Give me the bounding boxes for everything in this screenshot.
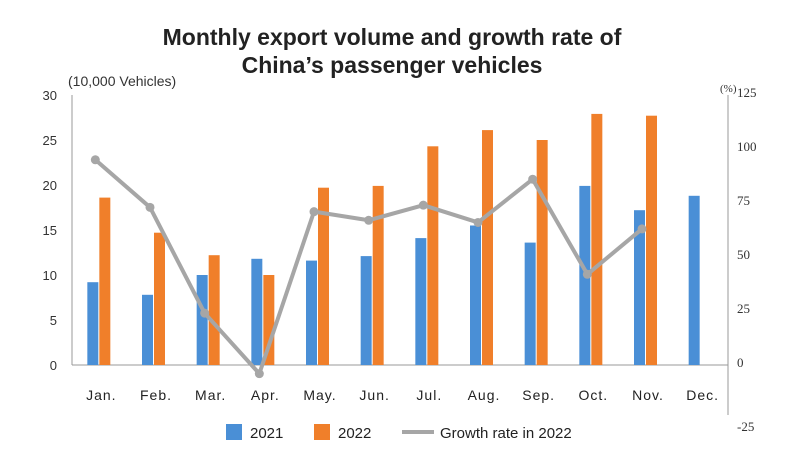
growth-point-Aug.	[473, 217, 483, 227]
legend-label-2021: 2021	[250, 425, 283, 442]
chart-title-line-2: China’s passenger vehicles	[242, 52, 543, 78]
x-tick-label: Sep.	[522, 387, 555, 403]
growth-point-Mar.	[200, 308, 210, 318]
bar-2022-Feb.	[154, 232, 165, 365]
legend-label-2022: 2022	[338, 425, 371, 442]
growth-point-Jan.	[90, 155, 100, 165]
growth-point-Apr.	[254, 369, 264, 379]
legend-label-growth: Growth rate in 2022	[440, 425, 572, 442]
bar-2022-Jan.	[99, 197, 111, 365]
y-tick-label: 5	[50, 313, 57, 328]
bar-2021-Jun.	[360, 256, 372, 365]
y2-tick-label: -25	[737, 419, 754, 434]
bar-2022-Apr.	[263, 275, 275, 365]
bar-2021-Nov.	[634, 210, 645, 365]
chart-title-line-1: Monthly export volume and growth rate of	[163, 24, 622, 50]
bar-2021-Apr.	[251, 258, 263, 365]
y2-tick-label: 125	[737, 85, 757, 100]
x-tick-label: Apr.	[251, 387, 280, 403]
y2-tick-label: 100	[737, 139, 757, 154]
x-tick-label: Aug.	[468, 387, 501, 403]
bar-2022-Aug.	[482, 130, 493, 365]
bar-2021-Feb.	[142, 294, 153, 365]
bar-2021-May.	[306, 260, 317, 365]
y2-axis-label: (%)	[720, 83, 737, 95]
y-tick-label: 10	[43, 268, 57, 283]
bar-2021-Aug.	[470, 225, 481, 365]
bar-2022-Sep.	[536, 140, 548, 365]
growth-point-Oct.	[582, 269, 592, 279]
x-tick-label: May.	[303, 387, 336, 403]
y-tick-label: 0	[50, 358, 57, 373]
x-tick-label: Jul.	[416, 387, 442, 403]
bar-2021-Jul.	[415, 238, 427, 365]
bar-2022-Oct.	[591, 113, 603, 366]
x-tick-label: Nov.	[632, 387, 664, 403]
growth-point-Nov.	[637, 224, 647, 234]
x-tick-label: Dec.	[686, 387, 719, 403]
bar-2021-Sep.	[524, 242, 536, 365]
bar-2022-Jul.	[427, 146, 439, 365]
y2-tick-label: 25	[737, 301, 750, 316]
x-tick-label: Feb.	[140, 387, 172, 403]
growth-point-Feb.	[145, 202, 155, 212]
y2-tick-label: 75	[737, 193, 750, 208]
bar-2022-May.	[318, 187, 329, 365]
bar-2022-Nov.	[646, 115, 657, 365]
y2-tick-label: 50	[737, 247, 750, 262]
y-tick-label: 15	[43, 223, 57, 238]
bar-2022-Mar.	[208, 255, 220, 365]
x-tick-label: Oct.	[578, 387, 608, 403]
x-tick-label: Jun.	[359, 387, 389, 403]
x-tick-label: Jan.	[86, 387, 116, 403]
y-tick-label: 20	[43, 178, 57, 193]
y-tick-label: 25	[43, 133, 57, 148]
legend: 2021 2022 Growth rate in 2022	[226, 424, 572, 442]
legend-swatch-2022	[314, 424, 330, 440]
growth-point-Jun.	[364, 215, 374, 225]
bar-2021-Dec.	[688, 195, 700, 365]
growth-point-May.	[309, 207, 319, 217]
legend-swatch-2021	[226, 424, 242, 440]
bar-2021-Mar.	[196, 275, 208, 365]
x-tick-label: Mar.	[195, 387, 226, 403]
growth-point-Jul.	[418, 200, 428, 210]
bar-2021-Jan.	[87, 282, 99, 365]
bar-2022-Jun.	[372, 185, 384, 365]
growth-point-Sep.	[528, 174, 538, 184]
y2-tick-label: 0	[737, 355, 744, 370]
y-tick-label: 30	[43, 88, 57, 103]
y-axis-label: (10,000 Vehicles)	[68, 73, 176, 89]
